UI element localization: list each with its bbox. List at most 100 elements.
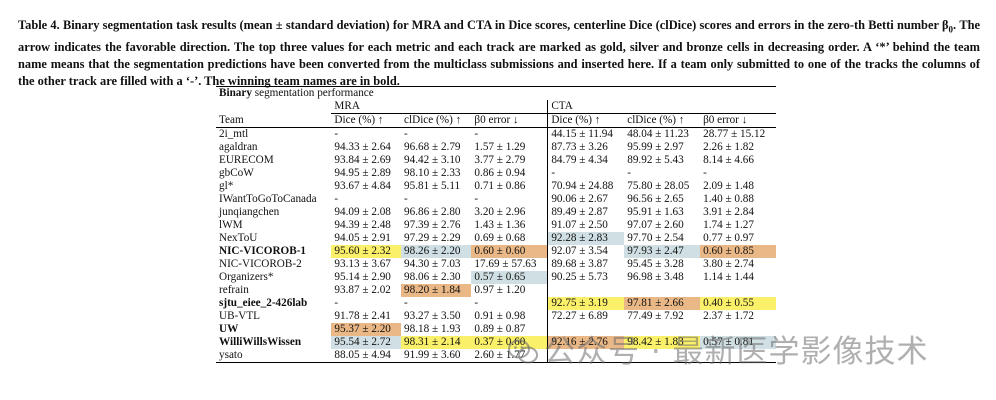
metric-cell [547,323,625,336]
metric-cell: 0.89 ± 0.87 [474,323,526,335]
table-row: EURECOM 93.84 ± 2.69 94.42 ± 3.10 3.77 ± 2.… [216,154,776,167]
metric-cell: 95.99 ± 2.97 [627,141,684,153]
team-name: UW [219,323,239,335]
metric-cell: 91.07 ± 2.50 [547,219,625,232]
caption-label: Table 4. [18,18,60,32]
table-caption: Table 4. Binary segmentation task result… [18,17,980,91]
metric-cell: 97.39 ± 2.76 [404,219,461,231]
metric-cell: 92.16 ± 2.76 [547,336,625,349]
team-name: sjtu_eiee_2-426lab [219,297,308,309]
caption-text-2: . The arrow indicates the favorable dire… [18,18,980,89]
metric-cell: - [334,297,339,309]
metric-cell: 92.75 ± 3.19 [547,297,625,310]
col-header: β0 error ↓ [474,114,519,126]
metric-cell: 91.78 ± 2.41 [334,310,391,322]
table-row: 2i_mtl - - - 44.15 ± 11.94 48.04 ± 11.23 28.77… [216,127,776,141]
metric-cell [547,284,625,297]
table-row: gl* 93.67 ± 4.84 95.81 ± 5.11 0.71 ± 0.86 70… [216,180,776,193]
metric-cell: - [334,128,339,140]
table-row: junqiangchen 94.09 ± 2.08 96.86 ± 2.80 3.20… [216,206,776,219]
metric-cell: 2.37 ± 1.72 [703,310,754,322]
metric-cell: 44.15 ± 11.94 [547,127,625,141]
team-name: NIC-VICOROB-2 [219,258,302,270]
col-header: β0 error ↓ [703,114,748,126]
table-row: UB-VTL 91.78 ± 2.41 93.27 ± 3.50 0.91 ± 0.9… [216,310,776,323]
team-name: UB-VTL [219,310,261,322]
metric-cell: 93.84 ± 2.69 [334,154,391,166]
metric-cell: 96.56 ± 2.65 [627,193,684,205]
metric-cell: 95.54 ± 2.72 [331,336,402,349]
metric-cell: 87.73 ± 3.26 [547,141,625,154]
metric-cell: 77.49 ± 7.92 [627,310,684,322]
metric-cell: 90.25 ± 5.73 [547,271,625,284]
metric-cell: 48.04 ± 11.23 [627,128,689,140]
metric-cell: 98.06 ± 2.30 [404,271,461,283]
team-name: gbCoW [219,167,254,179]
metric-cell: 89.49 ± 2.87 [547,206,625,219]
team-name: gl* [219,180,234,192]
metric-cell: 1.43 ± 1.36 [474,219,526,231]
metric-cell: 98.42 ± 1.83 [624,336,701,349]
metric-cell: 98.26 ± 2.20 [401,245,472,258]
metric-cell: 0.40 ± 0.55 [700,297,776,310]
table-body: 2i_mtl - - -44.15 ± 11.94 48.04 ± 11.23 28.77… [216,127,776,363]
metric-cell: - [474,193,479,205]
col-header: Dice (%) ↑ [547,113,625,128]
table-title: Binary segmentation performance [216,86,776,100]
metric-cell: 0.57 ± 0.65 [471,271,548,284]
table-title-rest: segmentation performance [251,87,374,99]
metric-cell: - [404,297,408,309]
table-row: sjtu_eiee_2-426lab - - - 92.75 ± 3.19 97.81 ±… [216,297,776,310]
metric-cell: 28.77 ± 15.12 [703,128,766,140]
col-header-team: Team [219,113,244,126]
metric-cell: 3.80 ± 2.74 [703,258,754,270]
metric-cell: 0.60 ± 0.60 [471,245,548,258]
table-row: NIC-VICOROB-2 93.13 ± 3.67 94.30 ± 7.03 17.… [216,258,776,271]
table-row: IWantToGoToCanada - - - 90.06 ± 2.67 96.56 ± … [216,193,776,206]
metric-cell: 91.99 ± 3.60 [404,349,461,361]
team-name: WilliWillsWissen [219,336,302,348]
metric-cell: 3.91 ± 2.84 [703,206,754,218]
team-name: EURECOM [219,154,274,166]
metric-cell: 97.93 ± 2.47 [624,245,701,258]
metric-cell: 97.81 ± 2.66 [624,297,701,310]
metric-cell: 17.69 ± 57.63 [474,258,537,270]
metric-cell: 2.26 ± 1.82 [703,141,754,153]
metric-cell: 98.18 ± 1.93 [404,323,461,335]
table-row: lWM 94.39 ± 2.48 97.39 ± 2.76 1.43 ± 1.36 91… [216,219,776,232]
metric-cell: 94.33 ± 2.64 [334,141,391,153]
table-row: UW 95.37 ± 2.20 98.18 ± 1.93 0.89 ± 0.87 [216,323,776,336]
metric-cell: 90.06 ± 2.67 [547,193,625,206]
metric-cell: 89.92 ± 5.43 [627,154,684,166]
metric-cell: 94.09 ± 2.08 [334,206,391,218]
header-row: Team Dice (%) ↑ clDice (%) ↑ β0 error ↓ Dice… [216,113,776,128]
col-header: clDice (%) ↑ [627,114,685,126]
metric-cell: 3.77 ± 2.79 [474,154,526,166]
metric-cell: - [404,128,408,140]
metric-cell: 0.86 ± 0.94 [474,167,526,179]
metric-cell: 93.87 ± 2.02 [334,284,391,296]
metric-cell: 94.30 ± 7.03 [404,258,461,270]
metric-cell: - [404,193,408,205]
caption-beta-sub: 0 [948,24,954,35]
metric-cell: 97.70 ± 2.54 [627,232,684,244]
table-row: Organizers* 95.14 ± 2.90 98.06 ± 2.30 0.57 … [216,271,776,284]
team-name: ysato [219,349,243,361]
team-name: NIC-VICOROB-1 [219,245,307,257]
metric-cell: 94.05 ± 2.91 [334,232,391,244]
metric-cell: - [703,167,707,179]
table-row: agaldran 94.33 ± 2.64 96.68 ± 2.79 1.57 ± 1… [216,141,776,154]
metric-cell: 98.31 ± 2.14 [401,336,472,349]
col-header: clDice (%) ↑ [404,114,462,126]
metric-cell [624,284,700,297]
metric-cell: 95.91 ± 1.63 [627,206,684,218]
metric-cell: 95.45 ± 3.28 [627,258,684,270]
metric-cell: 0.69 ± 0.68 [474,232,526,244]
group-cta: CTA [547,100,776,114]
metric-cell: 95.14 ± 2.90 [334,271,391,283]
watermark: 公众号 · 最新医学影像技术 [508,326,929,371]
metric-cell: 92.28 ± 2.83 [547,232,625,245]
metric-cell: 0.60 ± 0.85 [700,245,776,258]
metric-cell: 89.68 ± 3.87 [547,258,625,271]
metric-cell: 1.40 ± 0.88 [703,193,754,205]
